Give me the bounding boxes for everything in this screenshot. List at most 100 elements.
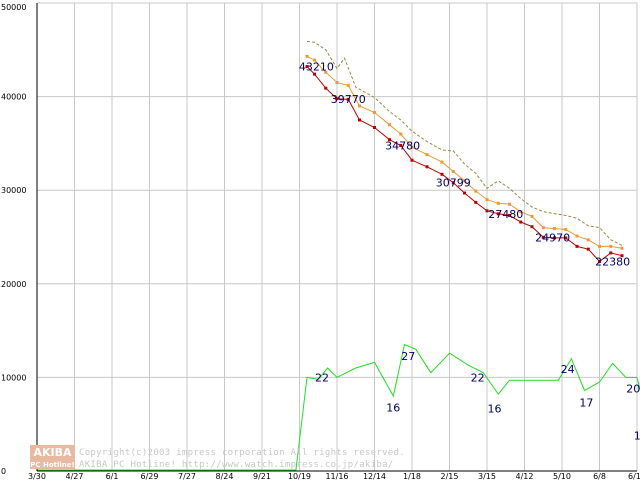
x-tick-label: 5/10 [553,472,571,480]
series-point-1 [305,65,309,69]
akiba-logo-top-text: AKIBA [33,446,72,459]
series-point-1 [564,236,568,240]
data-label: 24 [561,363,575,376]
series-point-1 [440,172,444,176]
series-point-2 [609,244,613,248]
x-tick-label: 6/8 [593,472,606,480]
series-point-2 [440,160,444,164]
series-point-1 [586,247,590,251]
series-line-3 [306,40,623,246]
x-tick-label: 3/30 [28,472,46,480]
series-point-2 [324,70,328,74]
y-tick-label: 0 [1,467,6,476]
axes: 3/30 4/27 6/1 6/29 7/27 8/24 9/21 10/19 11/16 12/… [1,3,640,480]
series-point-1 [410,158,414,162]
series-point-1 [474,200,478,204]
series-point-1 [620,254,624,258]
series-point-2 [373,111,376,115]
akiba-logo-top [30,445,75,459]
series-line-4 [295,343,640,472]
x-tick-label: 10/19 [288,472,311,480]
series-point-1 [358,118,361,122]
series-point-2 [519,210,523,214]
x-tick-label: 3/15 [478,472,496,480]
series-point-1 [324,86,328,90]
x-tick-label: 12/14 [363,472,386,480]
data-label: 24970 [535,231,570,244]
series-point-1 [496,212,500,216]
series-point-2 [388,123,391,127]
series-point-1 [530,225,534,229]
y-tick-label: 20000 [1,280,26,289]
series-point-1 [575,244,579,248]
series-point-1 [598,260,601,264]
series-point-2 [346,83,350,87]
series-point-2 [586,238,590,242]
series-line-1 [306,66,623,263]
series-point-2 [463,179,466,183]
series-point-2 [496,201,500,205]
data-label: 22380 [595,256,630,269]
series-point-1 [485,209,489,213]
y-tick-label: 40000 [1,93,26,102]
data-label: 22 [471,371,485,384]
akiba-logo-bottom [30,459,75,469]
x-tick-label: 1/18 [403,472,421,480]
series-point-2 [305,54,309,58]
series-point-1 [508,213,511,217]
series-point-2 [335,81,339,85]
series-point-1 [346,97,350,101]
series-point-1 [313,72,316,76]
x-tick-label: 6/29 [141,472,159,480]
series-point-1 [425,165,429,169]
series-point-2 [313,58,316,62]
data-label: 43210 [299,61,334,74]
series-point-1 [451,181,455,185]
x-tick-label: 6/14 [628,472,640,480]
series-point-2 [575,234,579,238]
copyright-text: Copyright(c)2003 impress corporation All… [79,448,405,458]
data-label: 39770 [331,93,366,106]
series-point-1 [609,251,613,255]
watermark: AKIBA PC Hotline! Copyright(c)2003 impre… [30,445,405,470]
data-label: 27480 [488,208,523,221]
series-point-1 [388,138,391,142]
series-point-2 [358,104,361,108]
x-tick-label: 2/15 [441,472,459,480]
data-label: 16 [488,402,502,415]
data-labels: 43210 39770 34780 30799 27480 24970 22380 22 16 2… [299,61,640,443]
series-point-2 [620,246,624,250]
data-label: 17 [579,397,593,410]
x-tick-label: 4/12 [516,472,534,480]
x-tick-label: 8/24 [216,472,234,480]
series-point-1 [335,97,339,101]
series-point-2 [530,214,534,218]
series-point-2 [541,226,545,230]
y-tick-label: 30000 [1,186,26,195]
data-label: 20 [626,383,640,396]
series-point-2 [485,198,489,202]
akiba-logo-bottom-text: PC Hotline! [30,461,74,469]
series-point-1 [399,143,403,147]
data-label: 16 [386,401,400,414]
series-point-2 [508,202,511,206]
series-point-2 [564,228,568,232]
x-tick-label: 7/27 [178,472,196,480]
series-point-1 [463,191,466,195]
series-point-2 [425,153,429,157]
series-point-2 [451,169,455,173]
x-tick-label: 4/27 [66,472,84,480]
series-point-2 [399,132,403,136]
data-label: 34780 [385,139,420,152]
data-label: 27 [401,350,415,363]
series-point-1 [541,235,545,239]
series-line-2 [306,55,623,249]
data-label: 30799 [436,177,471,190]
hotline-url-text: AKIBA PC Hotline! http://www.watch.impre… [79,460,394,470]
data-label: 10 [634,429,640,442]
x-tick-label: 9/21 [253,472,271,480]
y-tick-label: 10000 [1,373,26,382]
grid [36,2,638,472]
